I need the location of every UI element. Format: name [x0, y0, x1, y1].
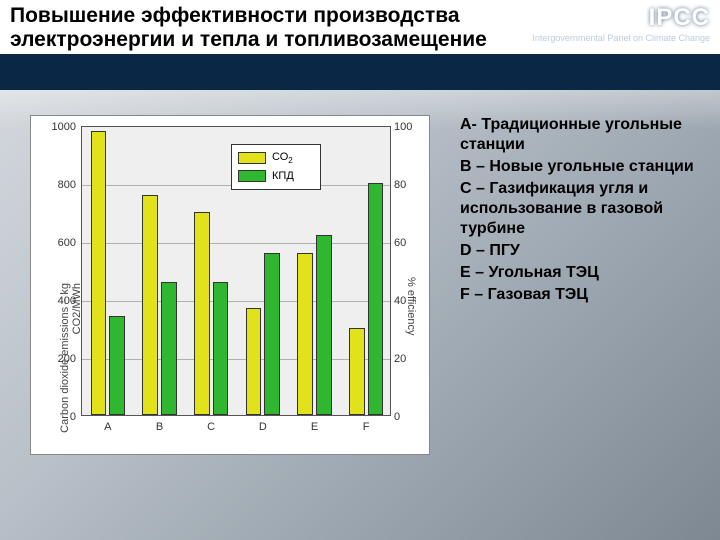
bar-KPD-D: [264, 253, 280, 415]
legend-swatch-kpd: [238, 170, 266, 182]
bar-CO2-E: [297, 253, 313, 415]
y-axis-right-label: % efficiency: [405, 277, 417, 457]
bar-CO2-C: [194, 212, 210, 415]
bar-KPD-F: [368, 183, 384, 415]
def-e: E – Угольная ТЭЦ: [460, 263, 700, 283]
legend-row-co2: СО2: [238, 149, 314, 167]
legend-label-co2: СО2: [272, 151, 293, 165]
legend-co2-sub: 2: [288, 156, 292, 165]
legend-co2-text: СО: [272, 151, 288, 163]
def-a: А- Традиционные угольные станции: [460, 115, 700, 155]
bar-CO2-B: [142, 195, 158, 415]
def-b: B – Новые угольные станции: [460, 157, 700, 177]
bar-KPD-C: [213, 282, 229, 415]
def-d: D – ПГУ: [460, 241, 700, 261]
legend-row-kpd: КПД: [238, 167, 314, 185]
bar-CO2-A: [91, 131, 107, 415]
y-axis-left-label: Carbon dioxide emissions – kg CO2/MWh: [59, 283, 83, 483]
chart-container: 00200204004060060800801000100ABCDEF Carb…: [30, 115, 430, 455]
bar-KPD-A: [109, 316, 125, 415]
definitions-panel: А- Традиционные угольные станции B – Нов…: [460, 115, 700, 307]
bar-KPD-B: [161, 282, 177, 415]
legend: СО2 КПД: [231, 144, 321, 190]
bar-CO2-D: [246, 308, 262, 415]
ipcc-subtitle-text: Intergovernmental Panel on Climate Chang…: [532, 33, 710, 43]
legend-swatch-co2: [238, 152, 266, 164]
def-f: F – Газовая ТЭЦ: [460, 285, 700, 305]
slide: Повышение эффективности производства эле…: [0, 0, 720, 540]
slide-title: Повышение эффективности производства эле…: [10, 4, 570, 52]
legend-label-kpd: КПД: [272, 170, 294, 182]
ipcc-logo-text: IPCC: [649, 4, 710, 32]
chart-plot-area: 00200204004060060800801000100ABCDEF Carb…: [81, 126, 391, 416]
ipcc-subtitle: Intergovernmental Panel on Climate Chang…: [532, 34, 710, 44]
def-c: C – Газификация угля и использование в г…: [460, 179, 700, 239]
bar-KPD-E: [316, 235, 332, 415]
bar-CO2-F: [349, 328, 365, 415]
